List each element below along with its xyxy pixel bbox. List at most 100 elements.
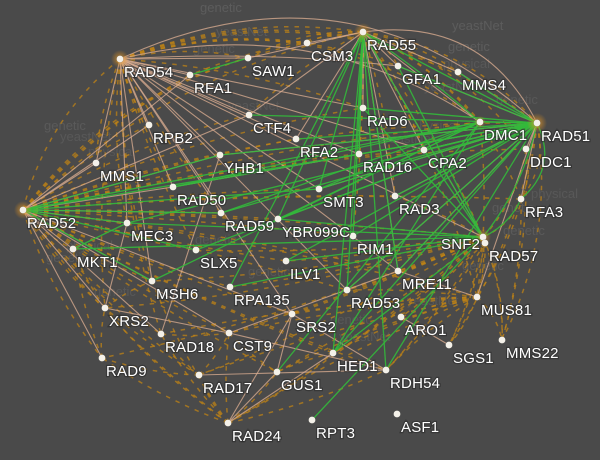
edge-SNF2-MEC3[interactable] — [126, 222, 484, 238]
edge-MEC3-MKT1[interactable] — [72, 222, 128, 250]
edge-RAD55-CSM3[interactable] — [306, 30, 364, 44]
node-RFA2[interactable] — [292, 135, 300, 143]
edge-RAD54-MMS1[interactable] — [95, 58, 121, 164]
edge-RAD52-RAD59[interactable] — [22, 209, 222, 214]
edge-RAD54-DMC1[interactable] — [119, 44, 481, 123]
edge-GUS1-SRS2[interactable] — [276, 313, 293, 373]
edge-MUS81-RDH54[interactable] — [385, 296, 478, 371]
edge-MUS81-RAD24[interactable] — [227, 296, 478, 424]
edge-RAD54-YHB1[interactable] — [119, 58, 221, 156]
node-YBR099C[interactable] — [274, 215, 282, 223]
edge-RAD24-HED1[interactable] — [227, 352, 334, 424]
edge-RAD54-CPA2[interactable] — [119, 58, 425, 151]
edge-RAD9-XRS2[interactable] — [100, 307, 106, 359]
edge-RAD52-XRS2[interactable] — [22, 209, 106, 309]
node-ILV1[interactable] — [282, 257, 290, 265]
edge-RAD24-CST9[interactable] — [225, 332, 230, 424]
edge-RAD55-RFA1[interactable] — [189, 31, 364, 76]
edge-RAD51-MMS4[interactable] — [457, 71, 538, 124]
edge-MUS81-GUS1[interactable] — [276, 296, 478, 373]
node-MKT1[interactable] — [69, 245, 77, 253]
edge-XRS2-MEC3[interactable] — [104, 222, 128, 309]
edge-HED1-GUS1[interactable] — [276, 352, 334, 373]
edge-RAD54-RAD59[interactable] — [119, 58, 222, 214]
node-YHB1[interactable] — [216, 151, 224, 159]
node-RAD51[interactable] — [533, 119, 541, 127]
edge-RAD52-RAD18[interactable] — [22, 209, 162, 335]
edge-RDH54-CST9[interactable] — [228, 332, 387, 371]
node-RAD54[interactable] — [116, 55, 124, 63]
node-ASF1[interactable] — [393, 410, 401, 418]
node-RAD52[interactable] — [19, 206, 27, 214]
edge-RAD55-RAD53[interactable] — [346, 31, 364, 291]
edge-RAD24-SRS2[interactable] — [227, 313, 293, 424]
edge-RDH54-SRS2[interactable] — [291, 313, 387, 371]
edge-SNF2-ILV1[interactable] — [285, 236, 484, 262]
edge-RAD52-DMC1[interactable] — [22, 121, 481, 211]
edge-RAD51-SGS1[interactable] — [448, 122, 538, 346]
edge-RAD54-RAD51[interactable] — [119, 17, 538, 124]
edge-ARO1-SGS1[interactable] — [400, 316, 450, 346]
edge-RAD54-RAD51[interactable] — [119, 31, 538, 124]
edge-RAD51-RAD6[interactable] — [362, 107, 538, 124]
node-RPB2[interactable] — [145, 121, 153, 129]
edge-RAD52-CPA2[interactable] — [22, 149, 425, 211]
node-MUS81[interactable] — [473, 293, 481, 301]
node-RAD57[interactable] — [481, 239, 489, 247]
edge-RAD54-RAD16[interactable] — [119, 58, 360, 155]
edge-RAD52-MKT1[interactable] — [22, 209, 74, 250]
edge-RAD55-RPA135[interactable] — [229, 31, 364, 288]
edge-RAD52-RIM1[interactable] — [22, 209, 354, 237]
edge-RAD55-MRE11[interactable] — [362, 31, 399, 272]
edge-RAD51-RDH54[interactable] — [385, 122, 538, 371]
node-MRE11[interactable] — [394, 267, 402, 275]
edge-RAD52-GUS1[interactable] — [22, 209, 278, 373]
node-SMT3[interactable] — [315, 185, 323, 193]
edge-RAD54-RFA2[interactable] — [119, 58, 297, 140]
node-RAD53[interactable] — [343, 286, 351, 294]
edge-RAD52-SLX5[interactable] — [22, 209, 197, 251]
node-RPT3[interactable] — [308, 416, 316, 424]
edge-RAD24-RAD9[interactable] — [101, 357, 229, 424]
edge-RAD55-SMT3[interactable] — [318, 31, 364, 190]
edge-RAD52-RDH54[interactable] — [22, 209, 387, 371]
edge-SNF2-SGS1[interactable] — [448, 236, 484, 346]
node-DDC1[interactable] — [522, 145, 530, 153]
edge-RAD52-RAD51[interactable] — [22, 122, 538, 211]
node-RAD17[interactable] — [195, 371, 203, 379]
edge-RAD52-SMT3[interactable] — [22, 188, 320, 211]
edge-RAD52-RAD16[interactable] — [22, 153, 360, 211]
edge-RAD51-RAD3[interactable] — [394, 122, 538, 197]
node-RDH54[interactable] — [382, 366, 390, 374]
edge-RAD55-RAD51[interactable] — [362, 31, 538, 124]
edge-MUS81-SRS2[interactable] — [291, 296, 478, 315]
edge-RAD52-RFA1[interactable] — [22, 74, 191, 211]
edge-RAD52-CSM3[interactable] — [22, 42, 308, 211]
edge-RAD17-XRS2[interactable] — [104, 307, 200, 376]
edge-RAD24-RAD18[interactable] — [160, 333, 229, 424]
edge-RAD55-HED1[interactable] — [332, 31, 364, 354]
edge-RAD51-RIM1[interactable] — [352, 122, 538, 237]
edge-RAD55-RFA2[interactable] — [295, 31, 364, 140]
edge-XRS2-CST9[interactable] — [104, 307, 230, 334]
node-SLX5[interactable] — [192, 246, 200, 254]
edge-RAD51-RFA2[interactable] — [295, 122, 538, 140]
edge-RAD52-SMT3[interactable] — [22, 188, 320, 211]
edge-RAD55-RFA3[interactable] — [362, 31, 522, 200]
edge-RAD51-MUS81[interactable] — [476, 122, 538, 298]
node-GUS1[interactable] — [273, 368, 281, 376]
edge-RAD54-SRS2[interactable] — [119, 58, 293, 315]
edge-DMC1-SMT3[interactable] — [318, 121, 481, 190]
edge-RAD51-GFA1[interactable] — [397, 65, 538, 124]
node-CPA2[interactable] — [420, 146, 428, 154]
edge-SNF2-GFA1[interactable] — [397, 65, 484, 238]
edge-SAW1-RFA1[interactable] — [189, 57, 249, 76]
edge-RAD24-RDH54[interactable] — [227, 369, 387, 424]
edge-RAD51-RAD55[interactable] — [362, 31, 538, 124]
edge-RAD52-MSH6[interactable] — [22, 209, 153, 282]
edge-RAD51-MRE11[interactable] — [397, 122, 538, 272]
node-MMS1[interactable] — [92, 159, 100, 167]
edge-RAD54-MEC3[interactable] — [119, 58, 128, 224]
edge-SNF2-RPT3[interactable] — [311, 236, 484, 421]
node-RAD3[interactable] — [391, 192, 399, 200]
